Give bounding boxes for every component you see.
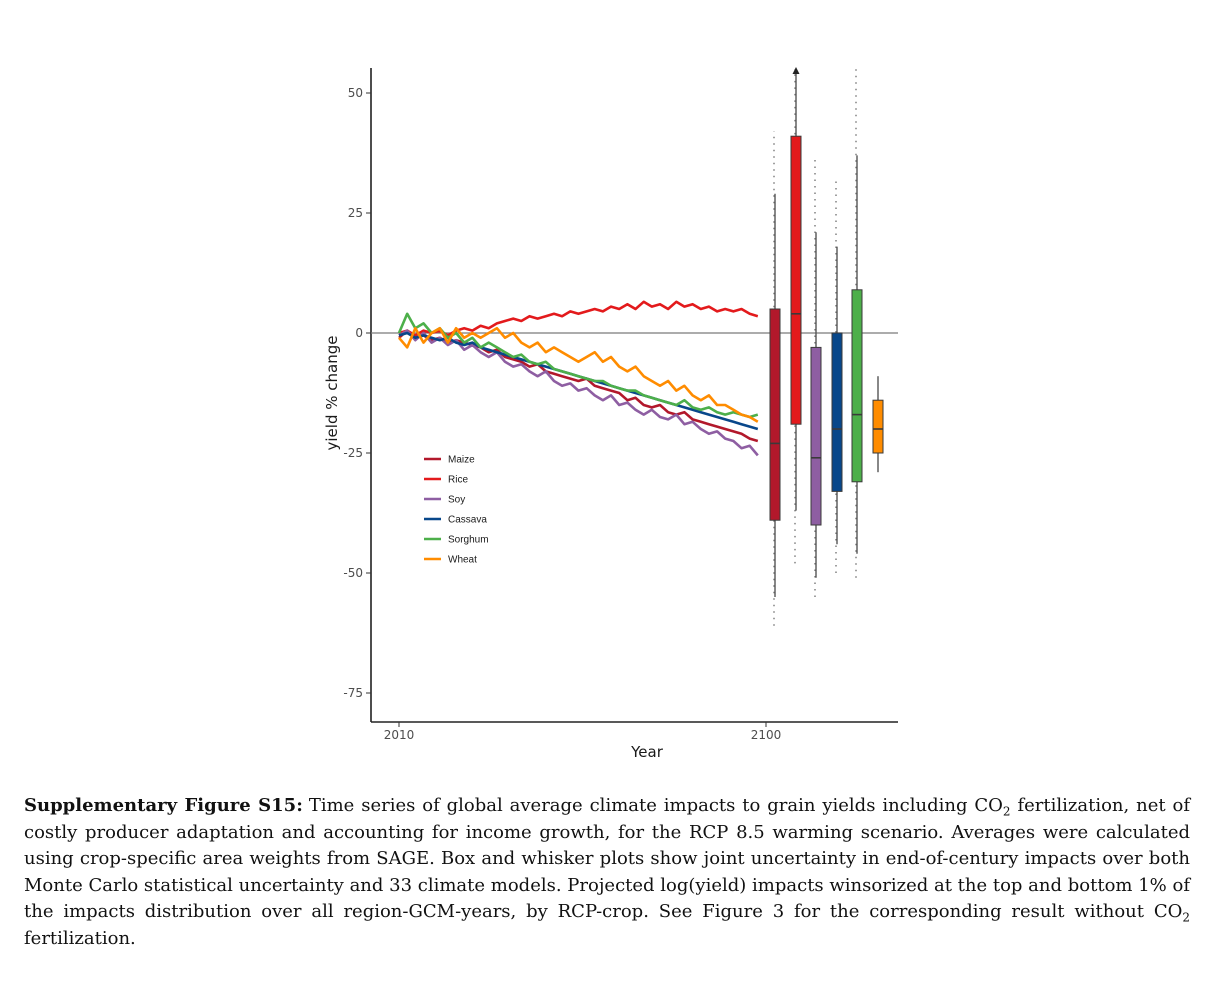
y-tick-label: -25 [343, 446, 363, 460]
caption-subscript-1: 2 [1002, 804, 1011, 819]
box-sorghum [851, 289, 863, 483]
caption-subscript-2: 2 [1182, 910, 1190, 925]
box-soy [810, 346, 822, 526]
y-tick-label: 50 [348, 86, 363, 100]
box-wheat [872, 399, 884, 454]
x-tick-label: 2010 [384, 728, 415, 742]
series-line-sorghum [397, 312, 759, 419]
legend-label-soy: Soy [448, 495, 465, 506]
series-line-maize [398, 329, 759, 443]
box-maize [769, 308, 781, 521]
x-tick-label: 2100 [751, 728, 782, 742]
series-line-soy [398, 329, 759, 457]
legend-label-sorghum: Sorghum [448, 535, 489, 546]
box-rice [790, 135, 802, 425]
series-line-wheat [398, 326, 759, 423]
box-overflow-arrow-rice [792, 67, 800, 74]
y-tick-label: 0 [355, 326, 363, 340]
y-tick-label: -50 [343, 566, 363, 580]
figure: 50 25 0 -25 -50 -75 2010 2100 Year yield % change… [323, 67, 898, 760]
legend-label-maize: Maize [448, 455, 475, 466]
yield-chart: 50 25 0 -25 -50 -75 2010 2100 Year yield % change… [323, 67, 898, 760]
caption-text-3: fertilization. [24, 927, 136, 949]
y-axis-title: yield % change [323, 336, 341, 451]
caption-label: Supplementary Figure S15: [24, 795, 303, 816]
caption-text-1: Time series of global average climate im… [308, 795, 1003, 816]
legend-label-cassava: Cassava [448, 515, 487, 526]
figure-caption: Supplementary Figure S15: Time series of … [24, 793, 1190, 952]
legend-label-rice: Rice [448, 475, 468, 486]
box-cassava [831, 332, 843, 492]
legend-label-wheat: Wheat [448, 555, 477, 566]
series-line-rice [398, 300, 759, 337]
caption-text-2: fertilization, net of costly producer ad… [24, 795, 1190, 922]
x-axis-title: Year [630, 743, 664, 760]
y-tick-label: 25 [348, 206, 363, 220]
y-tick-label: -75 [343, 686, 363, 700]
